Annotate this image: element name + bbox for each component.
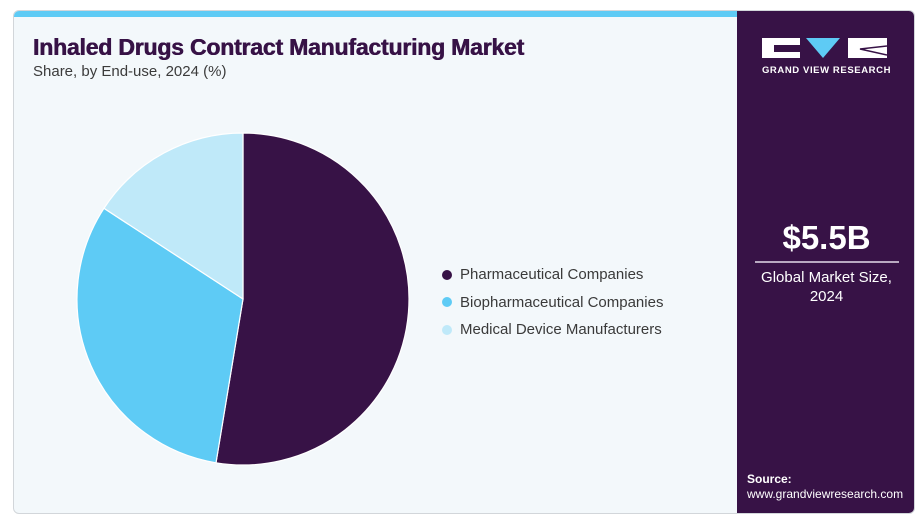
divider bbox=[755, 261, 899, 263]
legend-item: Biopharmaceutical Companies bbox=[442, 289, 663, 317]
chart-card: Inhaled Drugs Contract Manufacturing Mar… bbox=[13, 10, 915, 514]
pie-slice-biopharmaceutical-companies bbox=[76, 207, 244, 464]
legend-label: Medical Device Manufacturers bbox=[460, 321, 662, 339]
pie-chart bbox=[76, 132, 410, 466]
gvr-logo-icon bbox=[762, 38, 887, 58]
legend-label: Biopharmaceutical Companies bbox=[460, 293, 664, 311]
legend-item: Medical Device Manufacturers bbox=[442, 316, 663, 344]
legend-item: Pharmaceutical Companies bbox=[442, 261, 663, 289]
legend: Pharmaceutical Companies Biopharmaceutica… bbox=[442, 261, 663, 344]
market-size-label-line2: 2024 bbox=[809, 288, 844, 305]
legend-label: Pharmaceutical Companies bbox=[460, 266, 644, 284]
chart-title: Inhaled Drugs Contract Manufacturing Mar… bbox=[33, 34, 525, 60]
market-size-value: $5.5B bbox=[782, 219, 871, 256]
source-link[interactable]: www.grandviewresearch.com bbox=[747, 487, 904, 501]
market-size-label-line1: Global Market Size, bbox=[761, 269, 892, 286]
legend-dot-icon bbox=[442, 269, 452, 280]
accent-bar bbox=[14, 11, 737, 17]
legend-dot-icon bbox=[442, 324, 452, 335]
pie-slice-medical-device-manufacturers bbox=[103, 132, 244, 301]
pie-slice-pharmaceutical-companies bbox=[215, 132, 410, 466]
market-size-label: Global Market Size, 2024 bbox=[737, 268, 914, 306]
legend-dot-icon bbox=[442, 297, 452, 308]
chart-subtitle: Share, by End-use, 2024 (%) bbox=[33, 63, 227, 80]
sidebar-panel: GRAND VIEW RESEARCH $5.5B Global Market … bbox=[737, 11, 914, 513]
brand-name: GRAND VIEW RESEARCH bbox=[761, 65, 892, 76]
source-label: Source: bbox=[747, 472, 792, 486]
